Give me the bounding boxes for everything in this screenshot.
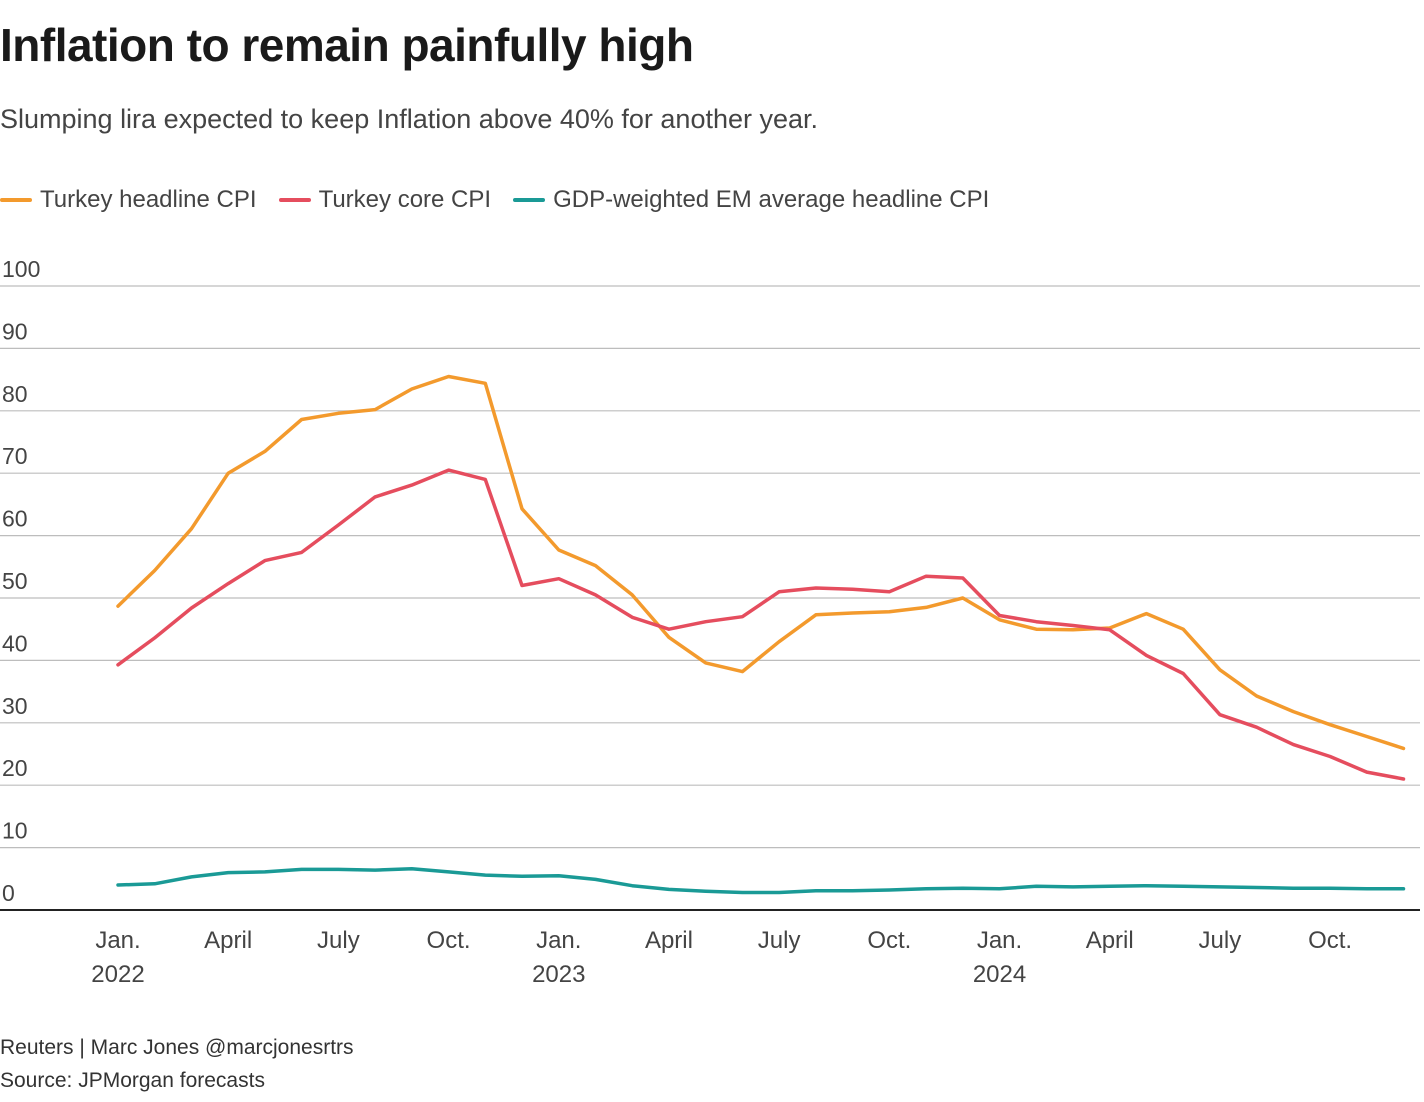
legend-item-em-average: GDP-weighted EM average headline CPI [513,186,989,214]
legend-swatch-headline [0,198,32,202]
footer-credit: Reuters | Marc Jones @marcjonesrtrs [0,1036,354,1059]
x-tick-label-7: Oct. [867,927,911,954]
footer-source: Source: JPMorgan forecasts [0,1069,265,1092]
y-tick-label-30: 30 [2,693,28,719]
x-tick-label-10: July [1199,927,1242,954]
x-tick-label-2: July [317,927,360,954]
y-tick-label-0: 0 [2,880,15,906]
y-tick-label-60: 60 [2,506,28,532]
legend-swatch-em-average [513,198,546,202]
series-line-headline [116,374,1406,751]
series-line-core [116,468,1406,781]
y-tick-label-90: 90 [2,318,28,344]
y-tick-label-20: 20 [2,755,28,781]
x-tick-label-6: July [758,927,801,954]
legend-label-em-average: GDP-weighted EM average headline CPI [553,186,990,213]
line-chart: 0 10 20 30 40 50 60 70 80 90 100 Jan. 2022 April July O… [0,256,1420,988]
x-tick-label-8: Jan. [977,927,1022,954]
series-line-em-average [116,867,1406,895]
x-tick-label-9: April [1086,927,1134,954]
x-tick-label-5: April [645,927,693,954]
y-tick-label-50: 50 [2,568,28,594]
legend: Turkey headline CPI Turkey core CPI GDP-… [0,186,1011,214]
x-tick-year-2022: 2022 [91,961,144,988]
x-tick-year-2024: 2024 [973,961,1026,988]
x-tick-label-11: Oct. [1308,927,1352,954]
x-tick-label-1: April [204,927,252,954]
y-tick-label-10: 10 [2,818,28,844]
x-tick-label-0: Jan. [95,927,140,954]
y-tick-label-70: 70 [2,443,28,469]
legend-item-core: Turkey core CPI [278,186,492,214]
x-tick-year-2023: 2023 [532,961,585,988]
y-tick-label-80: 80 [2,381,28,407]
chart-title: Inflation to remain painfully high [0,19,694,71]
y-tick-label-100: 100 [2,256,40,282]
y-tick-label-40: 40 [2,630,28,656]
legend-item-headline: Turkey headline CPI [0,186,257,214]
chart-subtitle: Slumping lira expected to keep Inflation… [0,104,819,134]
x-tick-label-3: Oct. [427,927,471,954]
x-tick-label-4: Jan. [536,927,581,954]
legend-swatch-core [278,198,311,202]
legend-label-core: Turkey core CPI [318,186,492,213]
legend-label-headline: Turkey headline CPI [40,186,257,213]
